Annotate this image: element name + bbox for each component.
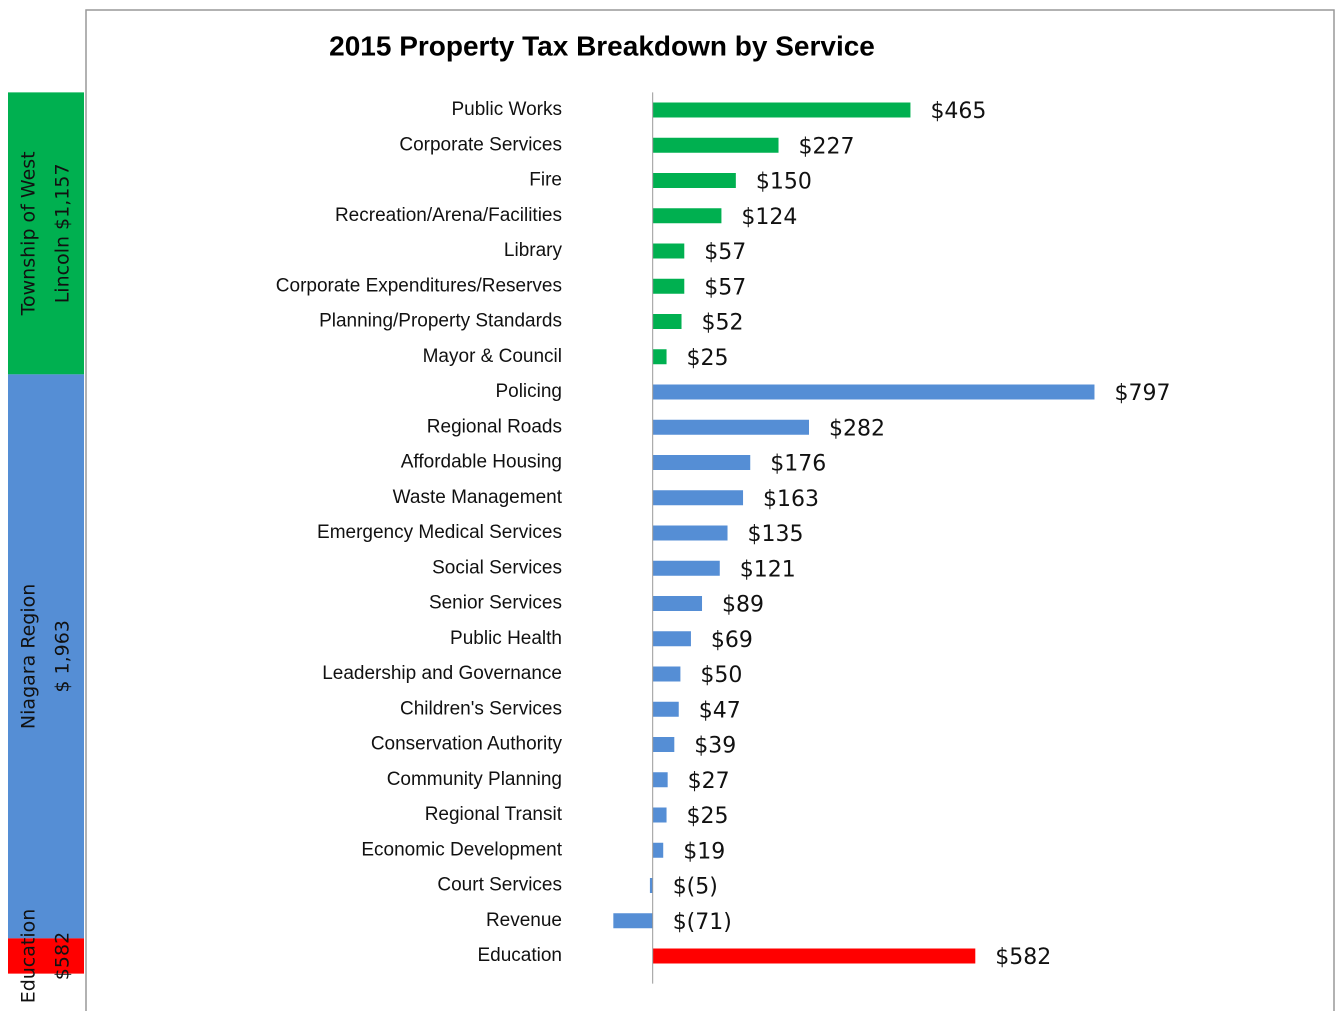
value-label: $39 xyxy=(694,734,736,759)
category-label: Leadership and Governance xyxy=(322,663,562,684)
category-label: Library xyxy=(504,240,563,261)
group-label: $ 1,963 xyxy=(52,620,74,693)
value-label: $282 xyxy=(829,416,885,441)
group-label: Township of West xyxy=(18,151,40,316)
value-label: $25 xyxy=(687,346,729,371)
value-label: $163 xyxy=(763,487,819,512)
value-label: $150 xyxy=(756,170,812,195)
value-label: $47 xyxy=(699,698,741,723)
value-label: $(71) xyxy=(673,910,732,935)
bar xyxy=(652,208,722,224)
bar xyxy=(652,102,911,118)
value-label: $176 xyxy=(770,452,826,477)
bar xyxy=(652,842,664,858)
bar xyxy=(652,737,675,752)
group-box xyxy=(8,92,84,375)
value-label: $25 xyxy=(687,804,729,829)
category-label: Regional Roads xyxy=(427,416,562,437)
category-label: Fire xyxy=(529,170,562,191)
bar xyxy=(652,137,779,153)
category-label: Conservation Authority xyxy=(371,734,563,755)
category-label: Education xyxy=(477,945,562,966)
value-label: $19 xyxy=(683,839,725,864)
bar xyxy=(652,419,810,435)
value-label: $797 xyxy=(1114,381,1170,406)
group-label: Education xyxy=(18,909,40,1004)
bar xyxy=(652,807,667,823)
bar xyxy=(652,384,1095,400)
group-label: $582 xyxy=(52,932,74,980)
bar xyxy=(652,560,720,576)
category-label: Recreation/Arena/Facilities xyxy=(335,205,562,226)
bar xyxy=(613,913,653,929)
value-label: $(5) xyxy=(673,875,718,900)
category-label: Public Works xyxy=(451,99,562,120)
value-label: $124 xyxy=(741,205,797,230)
bar xyxy=(652,948,976,964)
category-label: Economic Development xyxy=(361,839,562,860)
value-label: $57 xyxy=(704,240,746,265)
category-label: Planning/Property Standards xyxy=(319,311,562,332)
bar xyxy=(652,490,744,506)
bar xyxy=(652,666,681,682)
value-label: $465 xyxy=(930,99,986,124)
value-label: $227 xyxy=(799,134,855,159)
group-label: Lincoln $1,157 xyxy=(52,163,74,303)
category-label: Corporate Expenditures/Reserves xyxy=(276,275,562,296)
category-label: Affordable Housing xyxy=(401,452,562,473)
category-label: Emergency Medical Services xyxy=(317,522,562,543)
value-label: $27 xyxy=(688,769,730,794)
category-label: Waste Management xyxy=(393,487,563,508)
bar xyxy=(652,243,685,259)
value-label: $582 xyxy=(995,945,1051,970)
category-label: Senior Services xyxy=(429,593,562,614)
bar xyxy=(652,772,668,788)
value-label: $135 xyxy=(748,522,804,547)
bar xyxy=(652,173,736,188)
group-label: Niagara Region xyxy=(18,584,40,729)
bar xyxy=(652,455,751,470)
value-label: $121 xyxy=(740,557,796,582)
value-label: $57 xyxy=(704,275,746,300)
category-label: Public Health xyxy=(450,628,562,649)
chart-title: 2015 Property Tax Breakdown by Service xyxy=(329,30,875,61)
group-box xyxy=(8,374,84,939)
value-label: $52 xyxy=(702,311,744,336)
bar xyxy=(652,278,685,294)
value-label: $69 xyxy=(711,628,753,653)
value-label: $89 xyxy=(722,593,764,618)
bar xyxy=(652,701,679,717)
category-label: Children's Services xyxy=(400,698,562,719)
category-label: Policing xyxy=(495,381,562,402)
bar xyxy=(649,878,653,893)
category-label: Community Planning xyxy=(387,769,562,790)
bar xyxy=(652,596,703,611)
bar xyxy=(652,314,682,329)
group-box xyxy=(8,938,84,974)
value-label: $50 xyxy=(700,663,742,688)
category-label: Social Services xyxy=(432,557,562,578)
bar xyxy=(652,349,667,365)
category-label: Corporate Services xyxy=(399,134,562,155)
category-label: Court Services xyxy=(437,875,562,896)
bar xyxy=(652,631,691,647)
bar xyxy=(652,525,728,541)
category-label: Revenue xyxy=(486,910,562,931)
category-label: Mayor & Council xyxy=(423,346,562,367)
category-label: Regional Transit xyxy=(425,804,563,825)
